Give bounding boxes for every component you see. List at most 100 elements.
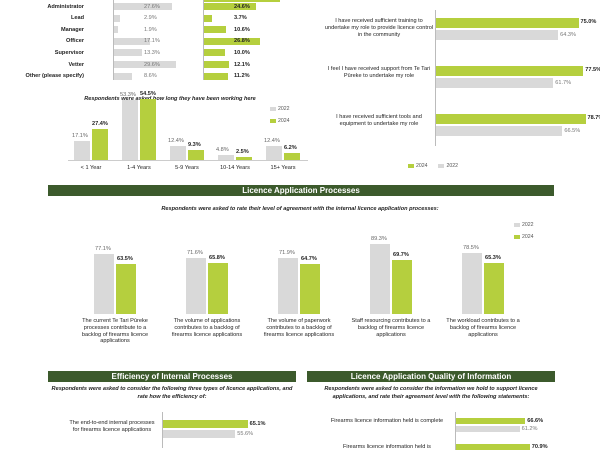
roles-top-bar [204, 0, 280, 2]
training-value-2024: 77.5% [585, 67, 600, 73]
licence-bar-2022 [186, 258, 206, 314]
tenure-category-label: 1-4 Years [127, 165, 151, 171]
efficiency-item-label: The end-to-end internal processes for fi… [69, 420, 155, 433]
roles-value-2024: 12.1% [234, 61, 250, 68]
licence-category-label: Staff resourcing contributes to a backlo… [351, 318, 431, 338]
tenure-value-2022: 4.8% [216, 146, 229, 153]
training-item-label: I feel I have received support from Te T… [327, 66, 431, 79]
tenure-value-2022: 12.4% [264, 138, 280, 145]
roles-bar-2022 [114, 72, 133, 80]
tenure-bar-2022 [170, 146, 186, 160]
quality-banner: Licence Application Quality of Informati… [307, 371, 555, 382]
legend-swatch-2022 [514, 222, 520, 227]
training-axis [435, 10, 436, 146]
tenure-value-2022: 53.3% [120, 92, 136, 99]
licence-bar-2024 [300, 263, 320, 314]
licence-legend-2024: 2024 [514, 234, 534, 240]
quality-note: Respondents were asked to consider the i… [324, 386, 538, 400]
tenure-category-label: 5-9 Years [175, 165, 199, 171]
legend-label: 2022 [278, 106, 290, 112]
roles-bar-2022 [114, 26, 118, 34]
training-item-label: I have received sufficient tools and equ… [336, 114, 422, 127]
licence-value-2024: 65.8% [209, 254, 225, 261]
roles-value-2022: 1.9% [144, 26, 157, 33]
roles-bar-2022 [114, 14, 121, 22]
legend-swatch-2022 [270, 106, 276, 111]
tenure-bar-2022 [218, 154, 234, 160]
licence-value-2024: 64.7% [301, 255, 317, 262]
licence-banner: Licence Application Processes [48, 185, 554, 196]
roles-bar-2022 [114, 37, 150, 45]
training-chart: I have received sufficient training to u… [310, 0, 600, 180]
roles-bar-2024 [204, 3, 256, 10]
legend-label: 2024 [278, 118, 290, 124]
roles-value-2022: 13.3% [144, 49, 160, 56]
licence-category-label: The volume of paperwork contributes to a… [263, 318, 335, 338]
training-value-2022: 64.3% [560, 32, 577, 38]
efficiency-value-2024: 65.1% [249, 421, 266, 427]
training-bar-2022 [436, 30, 559, 40]
licence-bar-2024 [208, 262, 228, 314]
training-bar-2022 [436, 78, 554, 88]
roles-value-2022: 27.6% [144, 3, 160, 10]
licence-value-2024: 69.7% [393, 251, 409, 258]
tenure-legend-2022: 2022 [270, 106, 290, 112]
tenure-category-label: 15+ Years [270, 165, 296, 171]
quality-value-2024: 66.6% [527, 418, 544, 424]
tenure-bar-2022 [74, 140, 90, 160]
roles-value-2022: 8.6% [144, 73, 157, 80]
roles-bar-2022 [114, 61, 177, 68]
quality-bar-2024 [456, 444, 530, 450]
roles-bar-2024 [204, 61, 230, 68]
quality-axis [455, 412, 456, 450]
licence-value-2022: 78.5% [463, 244, 479, 251]
quality-value-2022: 61.2% [521, 426, 538, 432]
efficiency-bar-2022 [163, 430, 236, 438]
roles-value-2024: 26.8% [234, 38, 250, 45]
licence-bar-2024 [484, 263, 504, 314]
licence-note: Respondents were asked to rate their lev… [161, 206, 439, 212]
tenure-chart: 17.1% 27.4% < 1 Year 53.3% 54.5% 1-4 Years 12.… [68, 91, 308, 176]
tenure-value-2024: 2.5% [236, 149, 249, 156]
licence-value-2022: 71.6% [187, 250, 203, 257]
efficiency-note: Respondents were asked to consider the f… [51, 386, 293, 400]
licence-bar-2022 [370, 244, 390, 314]
licence-value-2024: 65.3% [485, 255, 501, 262]
training-value-2022: 66.5% [564, 128, 581, 134]
roles-value-2024: 24.6% [234, 3, 250, 10]
training-bar-2024 [436, 114, 586, 124]
tenure-value-2024: 54.5% [140, 90, 156, 97]
efficiency-chart: The end-to-end internal processes for fi… [48, 408, 298, 450]
training-bar-2022 [436, 126, 563, 136]
training-item-label: I have received sufficient training to u… [324, 18, 434, 38]
licence-category-label: The volume of applications contributes t… [171, 318, 243, 338]
tenure-category-label: < 1 Year [80, 165, 102, 171]
tenure-note: Respondents were asked how long they hav… [84, 96, 256, 102]
roles-bar-2024 [204, 49, 225, 57]
efficiency-bar-2024 [163, 420, 248, 428]
roles-value-2022: 17.1% [144, 38, 160, 45]
tenure-value-2024: 27.4% [92, 121, 108, 128]
tenure-bar-2024 [92, 129, 108, 160]
roles-bar-2024 [204, 14, 212, 22]
legend-swatch-2024 [514, 234, 520, 239]
legend-label: 2022 [446, 163, 458, 169]
licence-value-2024: 63.5% [117, 256, 133, 263]
legend-swatch-2022 [438, 163, 445, 168]
quality-bar-2022 [456, 426, 520, 432]
roles-axis-right [203, 0, 204, 80]
licence-bar-2022 [278, 257, 298, 314]
roles-row-label: Vetter [68, 61, 84, 68]
licence-bar-2024 [392, 259, 412, 314]
quality-bar-2024 [456, 418, 526, 424]
licence-value-2022: 77.1% [95, 245, 111, 252]
tenure-legend-2024: 2024 [270, 118, 290, 124]
roles-bar-2022 [114, 3, 172, 10]
quality-item-label: Firearms licence information held is com… [330, 418, 444, 424]
quality-item-label: Firearms licence information held is [343, 444, 431, 450]
roles-bar-2024 [204, 37, 261, 45]
quality-value-2024: 70.9% [531, 444, 548, 450]
efficiency-banner: Efficiency of Internal Processes [48, 371, 296, 382]
legend-label: 2022 [522, 222, 534, 228]
roles-row-label: Administrator [47, 3, 84, 10]
